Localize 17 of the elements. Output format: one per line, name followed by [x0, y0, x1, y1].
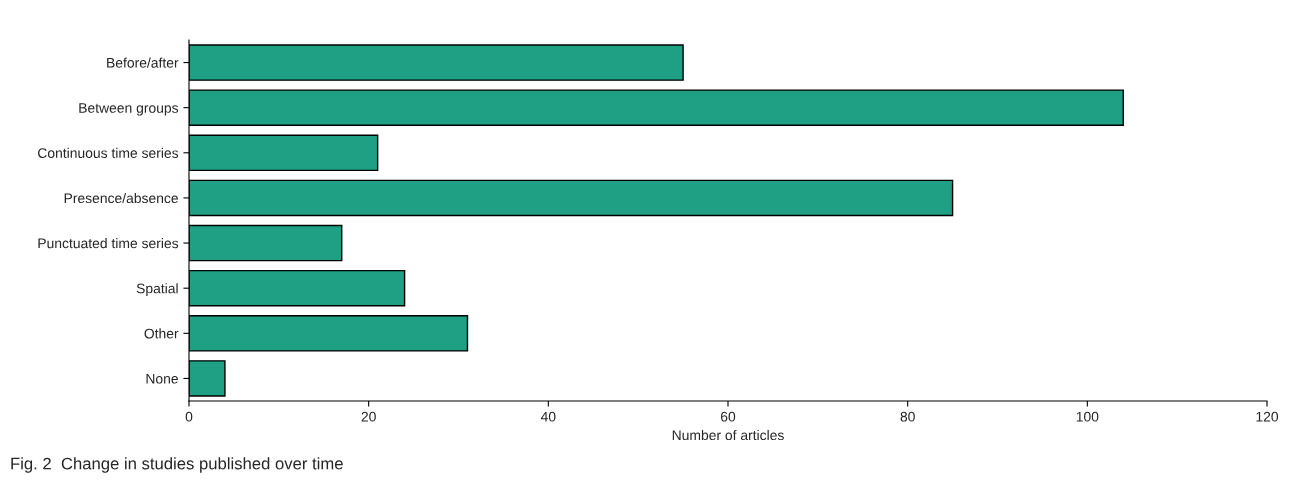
y-tick-label: Spatial	[136, 283, 178, 297]
y-tick-label: None	[146, 373, 178, 384]
caption: Fig. 2 Change in studies published over time	[11, 457, 343, 473]
y-tick-label: Before/after	[107, 57, 179, 68]
x-tick-label: 120	[1256, 411, 1279, 422]
x-tick-label: 0	[185, 411, 193, 422]
x-tick-label: 40	[540, 411, 556, 422]
y-tick-label: Other	[144, 328, 179, 339]
y-tick-label: Continuous time series	[38, 147, 179, 158]
x-tick-label: 60	[720, 411, 736, 422]
y-tick-label: Between groups	[79, 103, 179, 116]
y-tick-label: Punctuated time series	[38, 238, 179, 249]
x-tick-label: 20	[361, 411, 376, 422]
x-tick-label: 80	[900, 411, 915, 422]
x-axis-title: Number of articles	[672, 429, 784, 441]
x-tick-label: 100	[1076, 411, 1099, 422]
y-tick-label: Presence/absence	[64, 192, 178, 204]
